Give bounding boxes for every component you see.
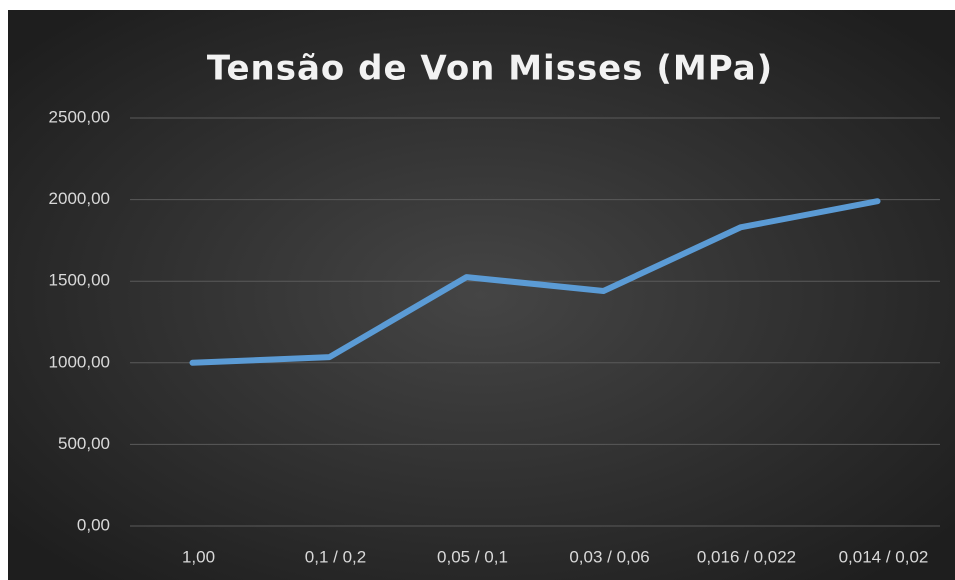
x-tick-label: 0,03 / 0,06 [569, 547, 649, 566]
line-series [189, 198, 881, 366]
chart-background [8, 10, 955, 580]
x-tick-label: 0,016 / 0,022 [697, 547, 796, 566]
y-tick-label: 1000,00 [49, 352, 110, 371]
x-tick-label: 1,00 [182, 547, 215, 566]
y-tick-label: 1500,00 [49, 271, 110, 290]
y-tick-label: 2000,00 [49, 189, 110, 208]
chart-title: Tensão de Von Misses (MPa) [207, 49, 773, 89]
x-tick-label: 0,05 / 0,1 [437, 547, 508, 566]
x-tick-label: 0,014 / 0,02 [839, 547, 929, 566]
y-tick-label: 500,00 [58, 434, 110, 453]
y-tick-label: 0,00 [77, 515, 110, 534]
x-tick-label: 0,1 / 0,2 [305, 547, 366, 566]
y-tick-label: 2500,00 [49, 107, 110, 126]
